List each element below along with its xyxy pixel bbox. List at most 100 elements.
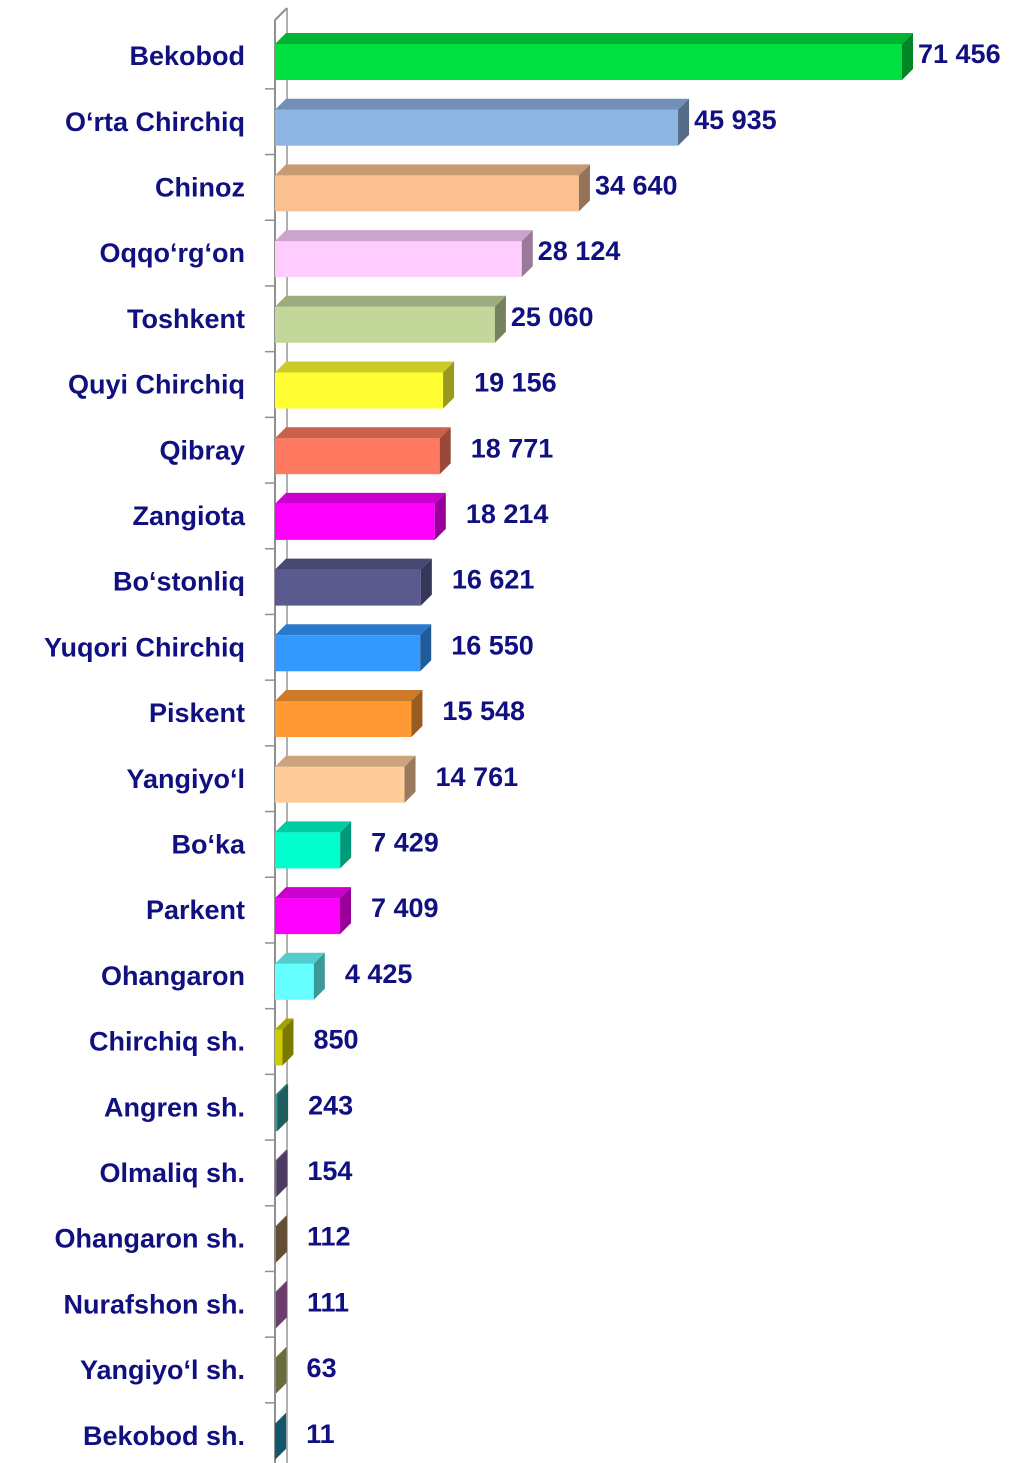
bar-top (275, 1347, 287, 1358)
bar-top (275, 98, 690, 110)
bar-top (275, 690, 423, 701)
bar-front (275, 1095, 278, 1132)
y-tick-label: Bo‘stonliq (113, 567, 245, 597)
bar (275, 230, 533, 278)
data-label: 14 761 (436, 762, 519, 792)
data-label: 34 640 (595, 171, 678, 201)
bar-side (313, 952, 325, 1000)
y-tick-label: Bo‘ka (171, 830, 246, 860)
bar-top (275, 1215, 287, 1227)
data-label: 25 060 (511, 302, 594, 332)
bar-front (275, 241, 522, 278)
y-tick-label: Ohangaron (101, 961, 245, 991)
bar-front (275, 898, 341, 935)
bar-side (678, 98, 690, 146)
bar (275, 164, 590, 212)
bar-front (275, 635, 421, 672)
bar-front (275, 1160, 277, 1197)
bar-front (275, 701, 412, 737)
bar-front (275, 963, 314, 1000)
bar-side (277, 1084, 289, 1132)
bar-side (434, 492, 446, 540)
bar-side (275, 1215, 287, 1263)
bar-side (420, 624, 432, 672)
bar-top (275, 230, 533, 242)
data-label: 19 156 (474, 368, 557, 398)
y-tick-label: Bekobod (129, 41, 245, 71)
y-tick-label: Oqqo‘rg‘on (100, 238, 245, 268)
bar-top (275, 887, 352, 899)
data-label: 28 124 (538, 236, 621, 266)
bar (275, 887, 352, 935)
bar-top (275, 1281, 287, 1293)
y-tick-label: Nurafshon sh. (63, 1289, 245, 1319)
data-label: 16 621 (452, 565, 535, 595)
bar-top (275, 755, 416, 767)
data-label: 243 (308, 1090, 353, 1120)
bar-side (340, 887, 352, 935)
bar-side (404, 755, 416, 803)
bar-side (282, 1018, 294, 1066)
bar (275, 492, 446, 540)
y-tick-label: Bekobod sh. (83, 1421, 245, 1451)
bar (275, 690, 423, 737)
data-label: 154 (307, 1156, 352, 1186)
bar-top (275, 164, 590, 176)
y-tick-label: Angren sh. (104, 1092, 245, 1122)
y-tick-label: Ohangaron sh. (54, 1224, 245, 1254)
bar-front (275, 109, 679, 146)
bar-side (578, 164, 590, 212)
bar (275, 427, 451, 475)
data-label: 112 (307, 1222, 351, 1252)
data-label: 45 935 (694, 105, 777, 135)
y-tick-label: Yangiyo‘l (126, 764, 245, 794)
bar (275, 624, 432, 672)
data-label: 18 771 (471, 433, 554, 463)
bar (275, 361, 455, 409)
bar-front (275, 306, 495, 343)
y-tick-label: Chirchiq sh. (89, 1027, 245, 1057)
axis-top (274, 7, 288, 21)
bar-side (275, 1281, 287, 1329)
data-label: 7 409 (371, 893, 439, 923)
bar (275, 98, 690, 146)
bar-top (275, 295, 506, 307)
data-label: 7 429 (371, 828, 439, 858)
bar-top (275, 624, 432, 636)
bar-top (275, 1018, 294, 1030)
bar-top (275, 492, 446, 504)
y-tick-label: Quyi Chirchiq (68, 370, 245, 400)
bar-front (275, 175, 579, 212)
data-label: 850 (313, 1025, 358, 1055)
bar-side (275, 1412, 287, 1460)
bar-side (275, 1347, 287, 1394)
bar (275, 295, 506, 343)
y-tick-label: Olmaliq sh. (99, 1158, 245, 1188)
bar-top (275, 427, 451, 439)
bar-front (275, 44, 902, 80)
bar-top (275, 952, 325, 964)
bar (275, 558, 432, 606)
y-tick-label: Qibray (159, 435, 245, 465)
y-tick-label: Yuqori Chirchiq (44, 632, 245, 662)
y-tick-label: Parkent (146, 895, 245, 925)
bar (275, 821, 352, 869)
bar-side (340, 821, 352, 869)
data-label: 15 548 (442, 696, 525, 726)
y-tick-label: Piskent (149, 698, 245, 728)
bar-front (275, 1226, 276, 1263)
bar (275, 1215, 287, 1263)
bar-front (275, 1358, 276, 1394)
bar-front (275, 1292, 276, 1329)
bar (275, 1412, 287, 1460)
bar (275, 1018, 294, 1066)
bar-top (275, 821, 352, 833)
bar-side (411, 690, 423, 737)
data-label: 4 425 (345, 959, 413, 989)
y-tick-label: Zangiota (133, 501, 246, 531)
bar-top (275, 558, 432, 570)
bar-side (902, 33, 913, 80)
y-tick-label: Toshkent (127, 304, 245, 334)
